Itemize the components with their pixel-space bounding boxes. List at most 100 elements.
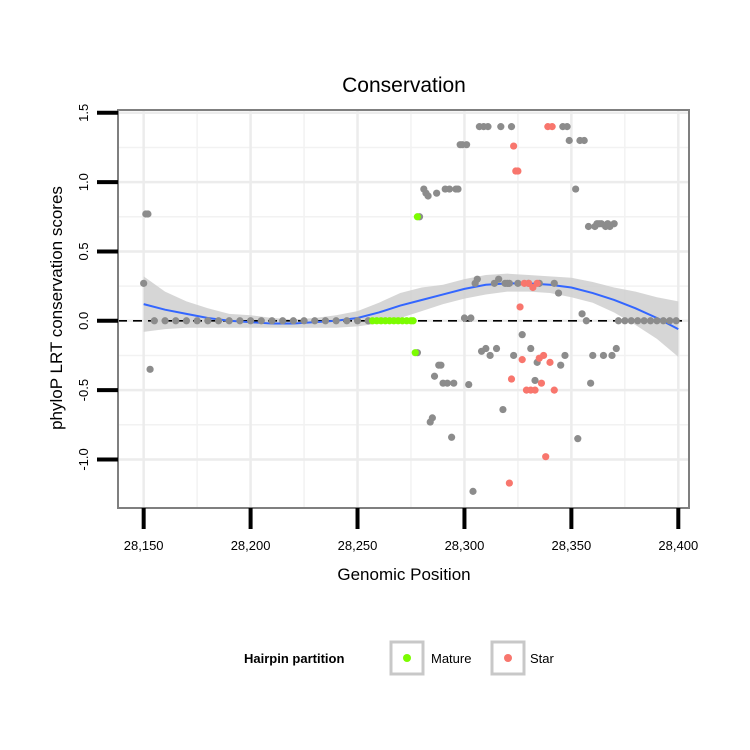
confidence-ribbon bbox=[143, 273, 679, 357]
point-other bbox=[321, 317, 330, 325]
point-other bbox=[621, 317, 629, 325]
x-axis-title: Genomic Position bbox=[337, 565, 470, 584]
point-other bbox=[443, 379, 451, 387]
point-other bbox=[462, 141, 471, 149]
point-other bbox=[279, 317, 287, 325]
point-other bbox=[640, 317, 648, 325]
point-other bbox=[182, 317, 191, 325]
point-other bbox=[482, 344, 490, 353]
point-other bbox=[460, 314, 469, 322]
point-other bbox=[589, 351, 597, 360]
point-other bbox=[572, 185, 580, 193]
point-other bbox=[587, 379, 595, 387]
point-star bbox=[531, 386, 539, 394]
point-other bbox=[450, 379, 458, 387]
point-other bbox=[428, 414, 436, 422]
point-other bbox=[268, 317, 276, 325]
point-other bbox=[332, 317, 340, 325]
point-other bbox=[473, 275, 481, 283]
point-star bbox=[550, 386, 558, 394]
point-other bbox=[599, 351, 608, 360]
point-other bbox=[140, 279, 148, 287]
point-star bbox=[542, 453, 550, 461]
point-other bbox=[608, 351, 616, 360]
point-other bbox=[531, 376, 539, 385]
point-other bbox=[465, 380, 473, 389]
data-points bbox=[140, 123, 680, 495]
x-tick-label: 28,400 bbox=[658, 538, 698, 553]
point-star bbox=[539, 351, 548, 360]
point-other bbox=[554, 289, 563, 297]
y-tick-label: 1.0 bbox=[76, 173, 91, 191]
point-other bbox=[448, 433, 456, 441]
point-other bbox=[257, 317, 265, 325]
point-other bbox=[144, 210, 152, 218]
point-star bbox=[505, 479, 513, 487]
point-other bbox=[492, 344, 501, 353]
point-other bbox=[646, 317, 655, 325]
point-other bbox=[499, 405, 507, 414]
y-axis-title: phyloP LRT conservation scores bbox=[47, 186, 66, 430]
legend-label-mature: Mature bbox=[431, 651, 471, 666]
point-other bbox=[150, 317, 158, 325]
point-other bbox=[172, 317, 180, 325]
point-other bbox=[484, 123, 492, 131]
point-other bbox=[614, 317, 623, 325]
y-tick-label: -1.0 bbox=[76, 448, 91, 470]
point-mature bbox=[409, 317, 417, 325]
x-tick-label: 28,150 bbox=[124, 538, 164, 553]
point-other bbox=[193, 317, 201, 325]
chart-title: Conservation bbox=[342, 74, 466, 97]
plot-border bbox=[117, 109, 690, 509]
point-other bbox=[518, 331, 526, 339]
point-other bbox=[495, 275, 503, 283]
point-other bbox=[578, 310, 586, 318]
point-star bbox=[510, 142, 518, 150]
point-other bbox=[161, 317, 169, 325]
x-tick-label: 28,250 bbox=[338, 538, 378, 553]
point-star bbox=[546, 358, 554, 366]
point-other bbox=[634, 317, 642, 325]
point-other bbox=[574, 435, 582, 443]
point-other bbox=[146, 365, 154, 373]
point-other bbox=[246, 317, 255, 325]
x-tick-label: 28,300 bbox=[445, 538, 485, 553]
point-star bbox=[548, 123, 556, 131]
point-other bbox=[514, 279, 522, 287]
point-other bbox=[214, 317, 223, 325]
point-other bbox=[454, 185, 462, 193]
point-other bbox=[311, 317, 319, 325]
point-mature bbox=[413, 213, 422, 221]
point-other bbox=[659, 317, 667, 325]
point-other bbox=[467, 314, 475, 322]
point-other bbox=[225, 317, 233, 325]
point-other bbox=[653, 317, 661, 325]
point-other bbox=[445, 185, 454, 193]
point-other bbox=[289, 317, 297, 325]
y-tick-label: 0.0 bbox=[76, 312, 91, 330]
point-other bbox=[565, 136, 573, 145]
point-other bbox=[343, 317, 351, 325]
legend-dot-star bbox=[504, 654, 512, 662]
point-other bbox=[204, 317, 212, 325]
point-other bbox=[236, 317, 244, 325]
point-other bbox=[437, 361, 445, 369]
point-other bbox=[612, 344, 620, 353]
point-other bbox=[550, 279, 558, 287]
point-other bbox=[430, 372, 439, 380]
point-other bbox=[353, 317, 362, 325]
point-other bbox=[561, 351, 569, 360]
point-star bbox=[514, 167, 522, 175]
x-axis: 28,150 28,200 28,250 28,300 28,350 28,400 bbox=[124, 508, 698, 553]
point-other bbox=[563, 123, 571, 131]
point-star bbox=[537, 379, 546, 387]
x-tick-label: 28,350 bbox=[551, 538, 591, 553]
point-other bbox=[486, 351, 494, 360]
point-other bbox=[424, 192, 432, 200]
x-tick-label: 28,200 bbox=[231, 538, 271, 553]
y-tick-label: 1.5 bbox=[76, 104, 91, 122]
point-other bbox=[497, 123, 505, 131]
point-other bbox=[469, 487, 477, 495]
point-star bbox=[516, 303, 524, 311]
